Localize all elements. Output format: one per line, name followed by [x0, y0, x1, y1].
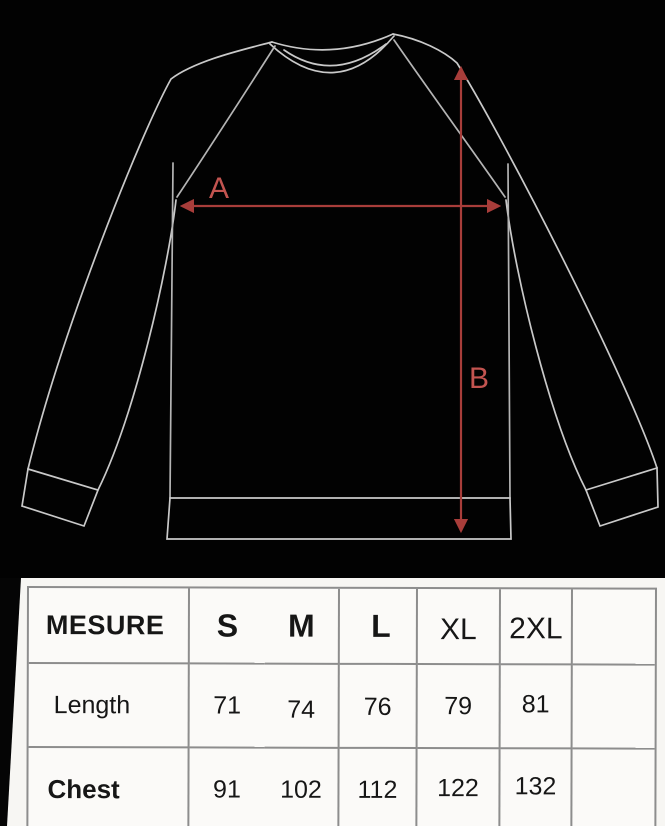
size-table: MESURE S M L XL 2XL Length 71 74 76 79 8… — [26, 586, 657, 826]
size-table-row-label-length: Length — [28, 664, 190, 749]
length-label-b: B — [469, 362, 489, 395]
sweatshirt-diagram: A B — [21, 33, 659, 540]
size-table-cell-chest-empty — [572, 749, 654, 826]
right-sleeve-inner — [505, 199, 587, 491]
size-table-header-empty — [572, 589, 655, 666]
size-table-header-l: L — [339, 588, 418, 666]
left-raglan-seam — [176, 45, 276, 198]
size-table-header-s: S — [189, 588, 265, 665]
hem-band — [166, 497, 512, 540]
right-raglan-seam — [393, 39, 506, 198]
size-table-cell-chest-s: 91 — [213, 774, 241, 804]
size-table-cell-chest-2xl: 132 — [500, 749, 573, 826]
size-table-cell-length-l: 76 — [339, 664, 418, 750]
size-table-header-2xl: 2XL — [500, 589, 573, 666]
left-sleeve-inner — [97, 199, 177, 491]
size-table-header-xl: XL — [417, 589, 501, 666]
left-cuff — [21, 467, 100, 528]
body-left-side — [169, 162, 174, 499]
size-table-header-measure: MESURE — [28, 588, 190, 665]
size-table-cell-length-s: 71 — [189, 664, 265, 749]
collar-outline — [269, 33, 395, 74]
left-sleeve-outline — [27, 41, 273, 470]
right-cuff — [584, 466, 659, 528]
size-table-cell-length-m: 74 — [264, 664, 340, 749]
size-table-row-label-chest: Chest — [28, 748, 190, 826]
width-label-a: A — [209, 172, 229, 205]
size-table-header-m: M — [264, 588, 340, 665]
size-table-cell-length-empty — [572, 665, 655, 750]
sweatshirt-diagram-svg: A B — [21, 33, 659, 540]
size-table-cell-length-xl: 79 — [417, 665, 501, 750]
right-sleeve-outline — [392, 33, 658, 469]
left-edge-shadow — [0, 578, 21, 826]
size-table-cell-length-2xl: 81 — [500, 665, 573, 750]
size-table-panel: MESURE S M L XL 2XL Length 71 74 76 79 8… — [0, 578, 665, 826]
size-table-cell-chest-m: 102 — [264, 748, 340, 826]
body-right-side — [507, 163, 511, 499]
size-table-cell-chest-l: 112 — [339, 748, 418, 826]
size-table-cell-chest-xl: 122 — [417, 749, 501, 826]
